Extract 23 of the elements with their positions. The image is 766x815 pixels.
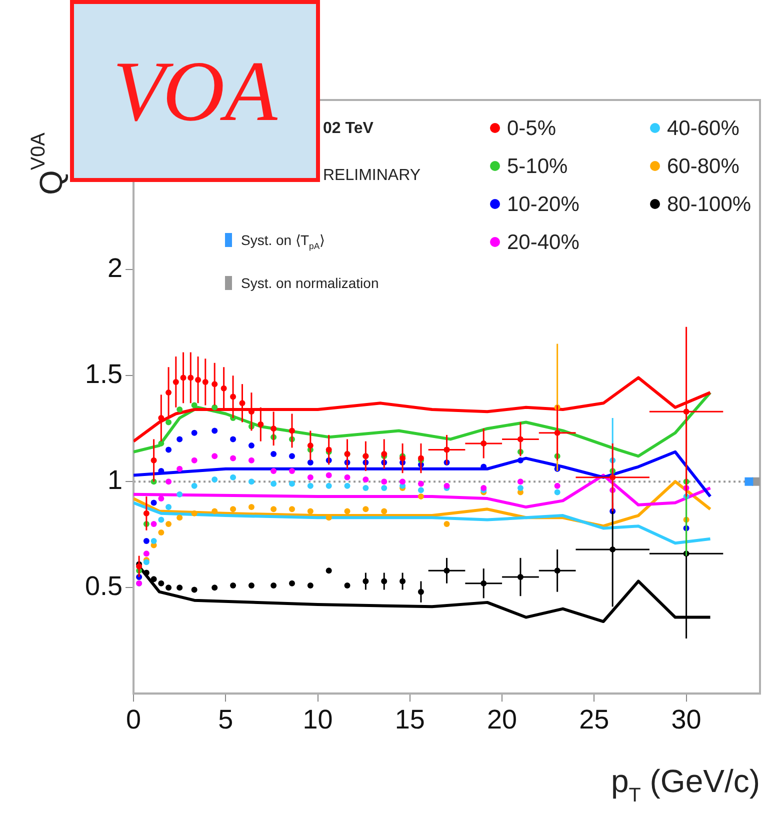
legend-label: Syst. on normalization — [241, 275, 379, 291]
y-tick-label: 1.5 — [84, 359, 123, 390]
x-tick-label: 20 — [487, 704, 518, 734]
legend-label: 5-10% — [507, 155, 568, 178]
x-tick-label: 0 — [126, 704, 142, 734]
legend-label: 40-60% — [667, 117, 740, 140]
y-axis-title: QV0A — [27, 132, 69, 195]
legend-label: 10-20% — [507, 193, 580, 216]
annotation: RELIMINARY — [323, 167, 421, 184]
annotation: 02 TeV — [323, 120, 374, 137]
legend-label: 20-40% — [507, 231, 580, 254]
x-tick-label: 15 — [394, 704, 425, 734]
label-box: VOA — [70, 0, 320, 182]
legend-label: 80-100% — [667, 193, 752, 216]
legend-label: 0-5% — [507, 117, 556, 140]
x-tick-label: 25 — [579, 704, 610, 734]
x-tick-label: 5 — [218, 704, 234, 734]
x-tick-label: 30 — [671, 704, 702, 734]
y-tick-label: 2 — [108, 253, 123, 284]
x-tick-label: 10 — [302, 704, 333, 734]
y-tick-label: 0.5 — [84, 571, 123, 602]
y-tick-label: 1 — [108, 465, 123, 496]
legend-label: 60-80% — [667, 155, 740, 178]
